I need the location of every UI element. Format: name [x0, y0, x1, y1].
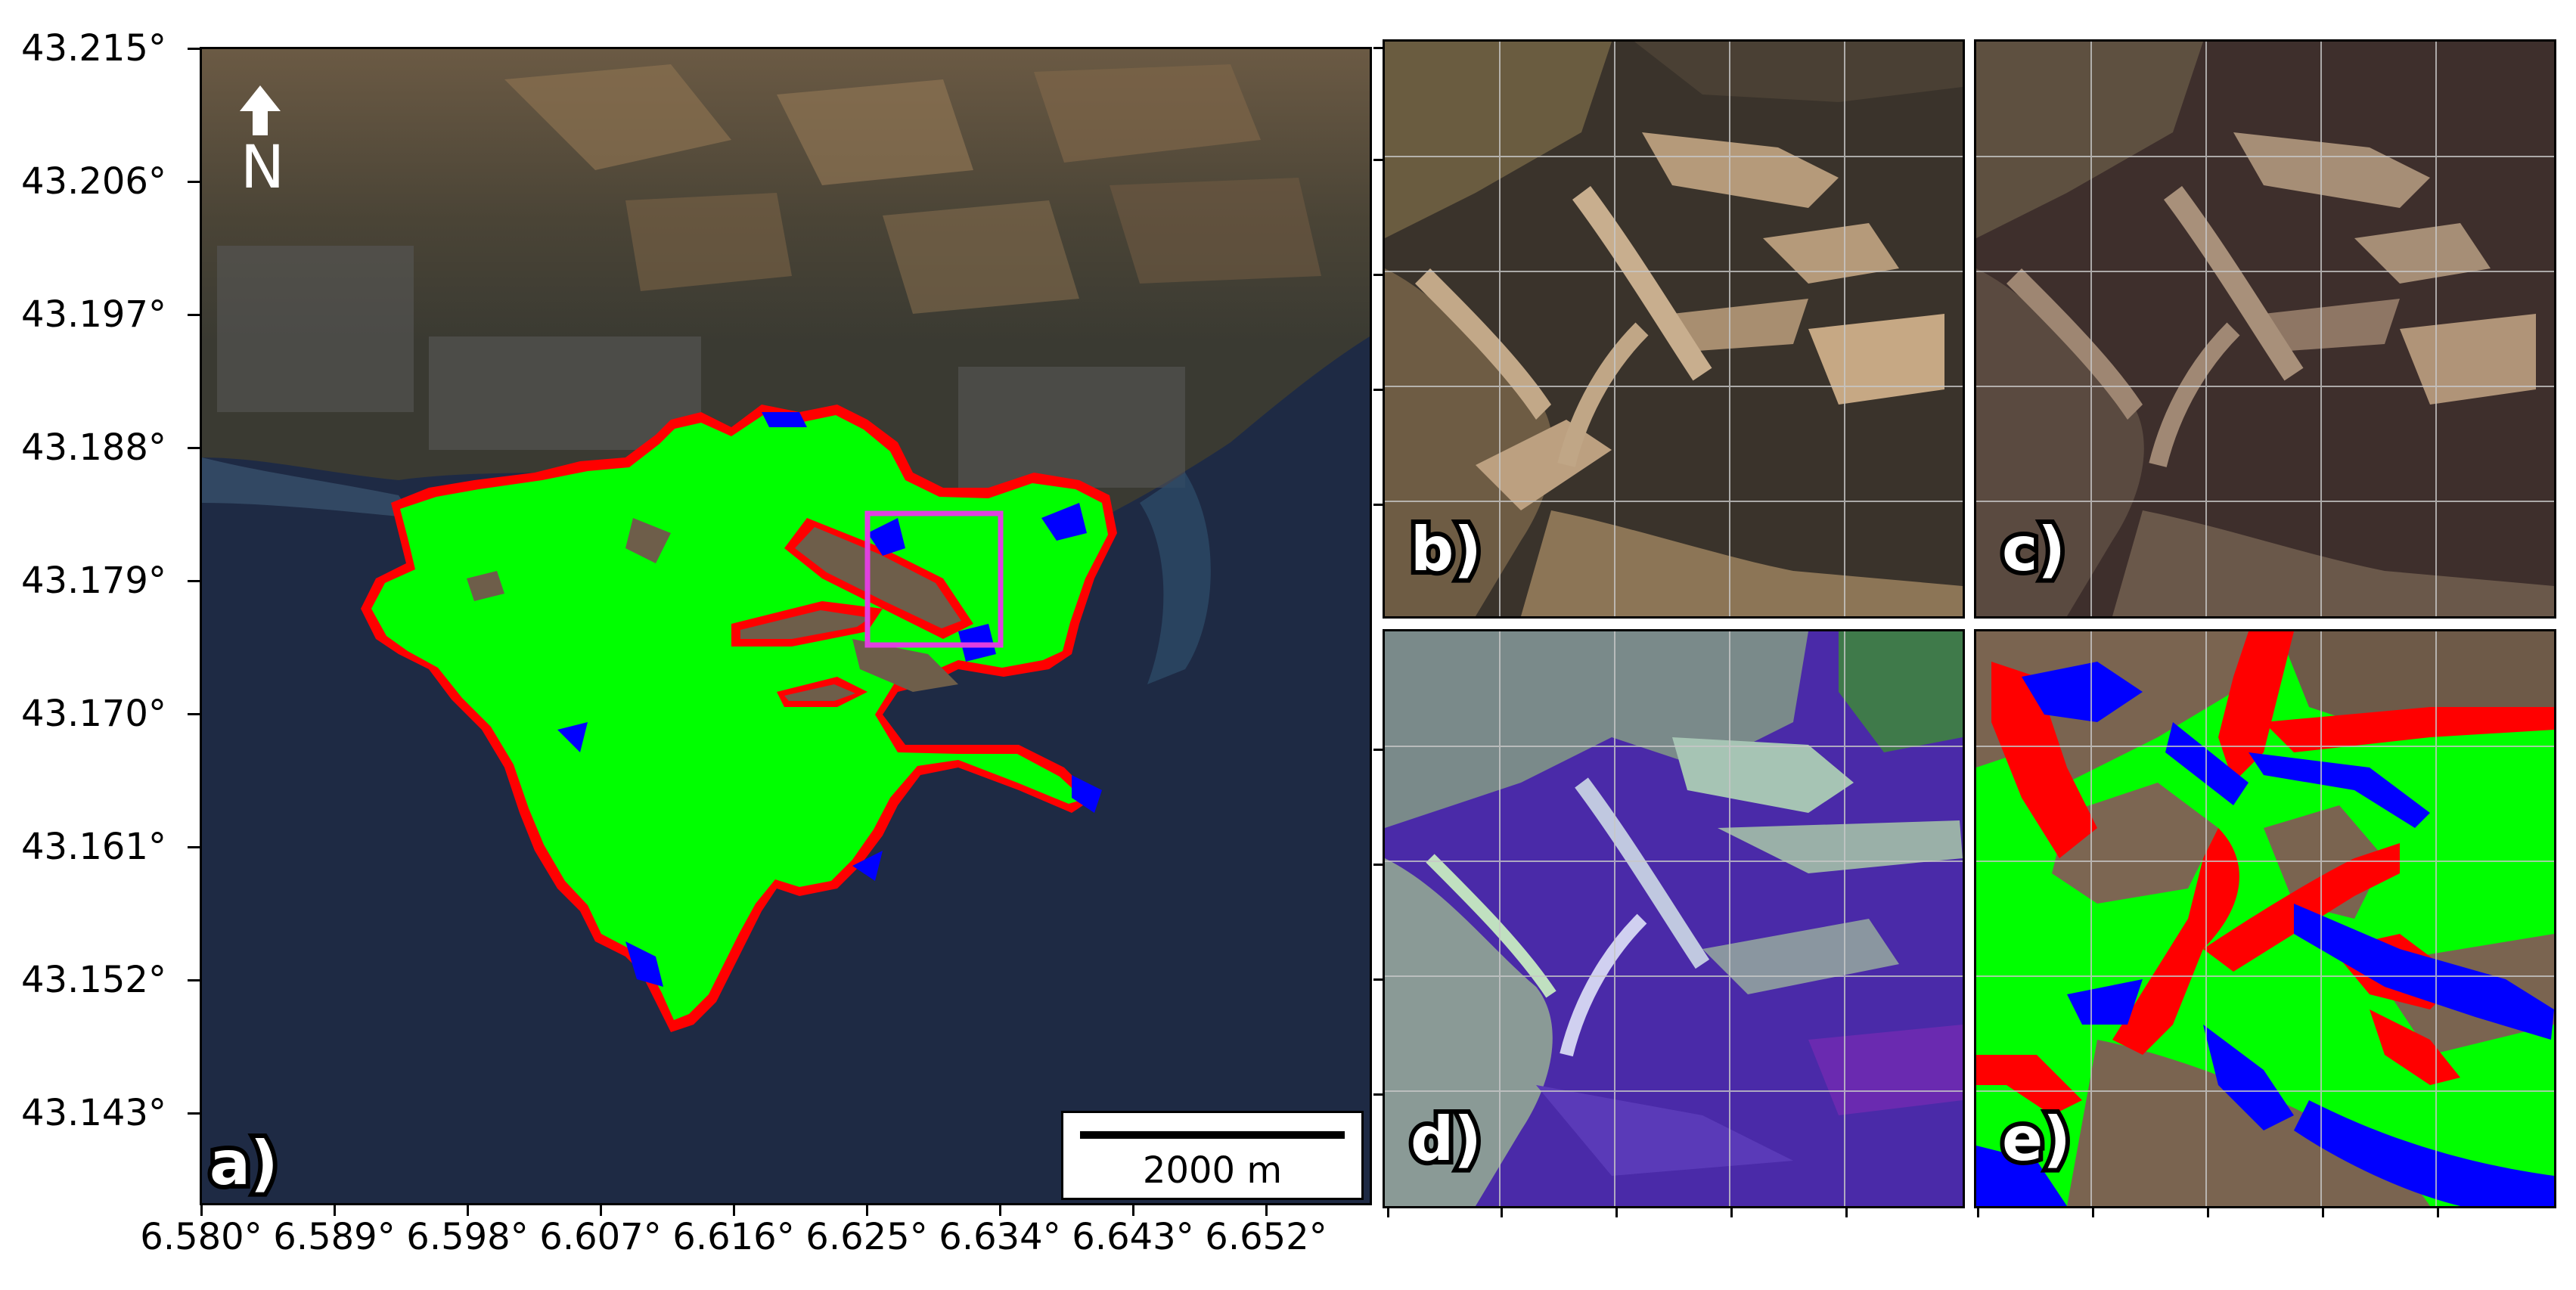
lat-tick-mark [188, 48, 200, 50]
panel-d-image [1385, 631, 1963, 1206]
panel-b[interactable]: b) [1383, 39, 1965, 619]
panel-label-d: d) [1406, 1104, 1486, 1174]
panel-label-e: e) [1997, 1104, 2075, 1174]
lon-tick-label: 6.625° [805, 1216, 928, 1258]
panel-b-image [1385, 42, 1963, 616]
inset-tick-mark [1373, 1093, 1383, 1096]
lon-tick-mark [200, 1205, 203, 1216]
scale-bar-line [1080, 1131, 1345, 1139]
lat-tick-label: 43.206° [21, 160, 166, 203]
panel-e[interactable]: e) [1974, 629, 2556, 1208]
north-arrow-label: N [240, 134, 285, 202]
panel-d[interactable]: d) [1383, 629, 1965, 1208]
inset-tick-mark [1373, 389, 1383, 391]
inset-tick-mark [1501, 1208, 1503, 1217]
lat-tick-label: 43.143° [21, 1092, 166, 1134]
inset-tick-mark [1373, 274, 1383, 276]
lon-tick-mark [733, 1205, 735, 1216]
lon-tick-mark [1132, 1205, 1134, 1216]
lon-tick-mark [600, 1205, 602, 1216]
inset-tick-mark [1373, 978, 1383, 981]
lon-tick-label: 6.634° [939, 1216, 1061, 1258]
inset-tick-mark [1615, 1208, 1618, 1217]
inset-tick-mark [1845, 1208, 1848, 1217]
inset-tick-mark [2092, 1208, 2094, 1217]
lat-tick-mark [188, 979, 200, 981]
lon-tick-mark [334, 1205, 336, 1216]
inset-tick-mark [1977, 1208, 1979, 1217]
lon-tick-label: 6.598° [406, 1216, 529, 1258]
panel-label-c: c) [1997, 514, 2070, 585]
inset-tick-mark [1373, 749, 1383, 751]
inset-tick-mark [1373, 159, 1383, 161]
lat-tick-mark [188, 1112, 200, 1115]
scale-bar-label: 2000 m [1142, 1149, 1283, 1192]
panel-c[interactable]: c) [1974, 39, 2556, 619]
inset-tick-mark [1373, 504, 1383, 506]
inset-tick-mark [1730, 1208, 1733, 1217]
inset-tick-mark [1373, 864, 1383, 866]
inset-tick-mark [1387, 1208, 1389, 1217]
lon-tick-label: 6.589° [273, 1216, 396, 1258]
lon-tick-label: 6.616° [672, 1216, 795, 1258]
lat-tick-mark [188, 314, 200, 316]
inset-tick-mark [2207, 1208, 2209, 1217]
main-map[interactable]: N 2000 m a) [200, 47, 1372, 1205]
lon-tick-mark [999, 1205, 1001, 1216]
panel-label-a: a) [205, 1128, 282, 1199]
lon-tick-mark [467, 1205, 469, 1216]
lat-tick-label: 43.215° [21, 27, 166, 70]
lon-tick-mark [1265, 1205, 1268, 1216]
main-map-image [202, 49, 1370, 1203]
lat-tick-label: 43.161° [21, 826, 166, 868]
lon-tick-label: 6.643° [1072, 1216, 1194, 1258]
panel-e-image [1976, 631, 2554, 1206]
lon-tick-label: 6.652° [1205, 1216, 1327, 1258]
lat-tick-mark [188, 713, 200, 715]
lat-tick-label: 43.170° [21, 693, 166, 735]
lon-tick-label: 6.607° [539, 1216, 662, 1258]
lat-tick-label: 43.197° [21, 293, 166, 336]
lat-tick-label: 43.152° [21, 959, 166, 1001]
lat-tick-label: 43.179° [21, 560, 166, 602]
north-arrow-icon [240, 85, 281, 135]
panel-label-b: b) [1406, 514, 1486, 585]
inset-tick-mark [1373, 47, 1383, 49]
scale-bar: 2000 m [1061, 1111, 1364, 1200]
panel-c-image [1976, 42, 2554, 616]
lat-tick-mark [188, 447, 200, 449]
lat-tick-mark [188, 181, 200, 183]
lat-tick-mark [188, 846, 200, 848]
lat-tick-mark [188, 580, 200, 582]
zoom-box [864, 510, 1004, 648]
inset-tick-mark [2322, 1208, 2324, 1217]
lon-tick-mark [866, 1205, 868, 1216]
lat-tick-label: 43.188° [21, 426, 166, 469]
lon-tick-label: 6.580° [140, 1216, 262, 1258]
inset-tick-mark [2437, 1208, 2439, 1217]
